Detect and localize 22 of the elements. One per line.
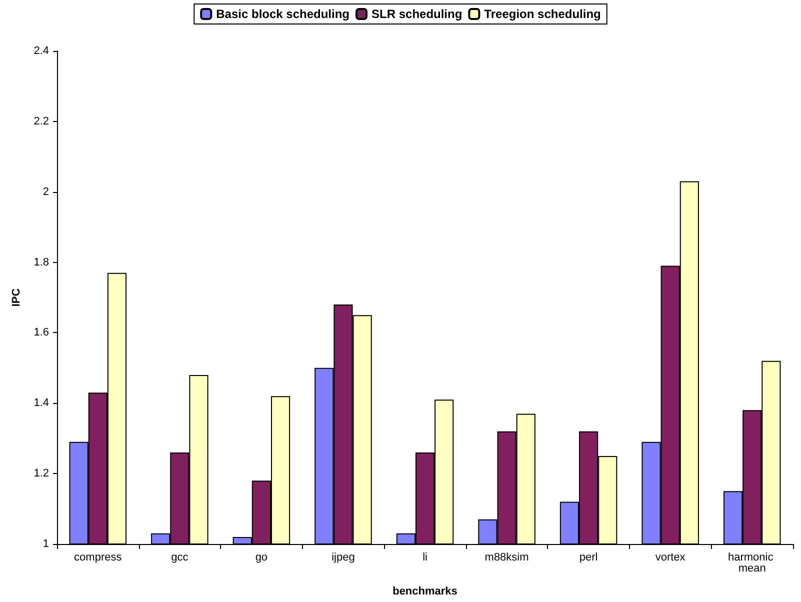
x-tick-label: ijpeg [332, 552, 355, 564]
x-axis-title: benchmarks [392, 586, 458, 598]
y-tick-label: 2.4 [34, 45, 49, 57]
x-tick-label: go [255, 552, 268, 564]
y-tick-label: 1.8 [34, 256, 49, 268]
x-tick-label: perl [579, 552, 598, 564]
y-tick-label: 1 [42, 538, 49, 550]
legend-label: Treegion scheduling [484, 7, 601, 21]
y-tick-label: 2 [42, 186, 49, 198]
y-tick-label: 1.2 [34, 468, 49, 480]
y-tick-label: 1.4 [34, 397, 49, 410]
legend-label: Basic block scheduling [216, 7, 350, 21]
x-tick-label: harmonic mean [728, 552, 776, 574]
legend-label: SLR scheduling [372, 7, 462, 21]
x-tick-label: gcc [171, 552, 189, 564]
y-tick-label: 1.6 [34, 326, 49, 339]
x-tick-label: compress [74, 552, 122, 564]
x-tick-label: vortex [655, 552, 686, 564]
x-tick-label: m88ksim [484, 552, 529, 564]
x-tick-label: li [422, 552, 428, 564]
y-axis-title: IPC [10, 288, 22, 307]
y-tick-label: 2.2 [34, 115, 49, 128]
